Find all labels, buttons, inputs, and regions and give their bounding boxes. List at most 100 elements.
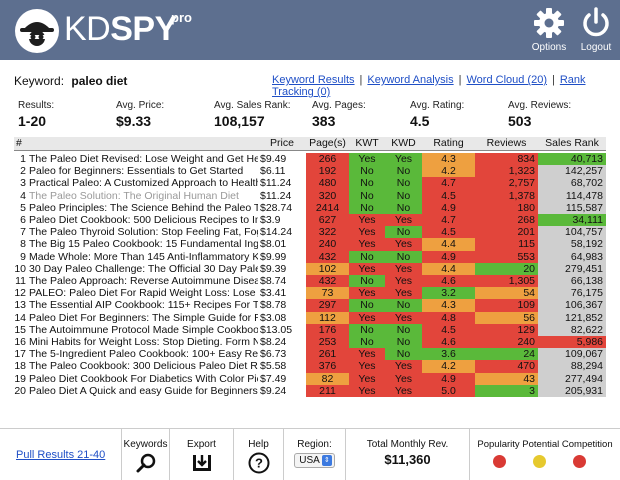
book-kwd: No	[385, 177, 422, 190]
book-title[interactable]: The Essential AIP Cookbook: 115+ Recipes…	[29, 299, 258, 312]
row-number: 11	[15, 275, 26, 288]
table-row[interactable]: 13 The Essential AIP Cookbook: 115+ Recip…	[14, 299, 606, 312]
book-reviews: 24	[475, 348, 538, 361]
book-rating: 4.4	[422, 262, 475, 276]
book-sales-rank: 142,257	[538, 165, 606, 178]
book-reviews: 43	[475, 372, 538, 385]
book-price: $28.74	[260, 201, 293, 214]
link-rank-tracking[interactable]: Rank Tracking (0)	[272, 74, 586, 98]
book-sales-rank: 104,757	[538, 226, 606, 239]
book-reviews: 268	[475, 214, 538, 227]
header-sales-rank[interactable]: Sales Rank	[538, 137, 606, 151]
book-title[interactable]: Practical Paleo: A Customized Approach t…	[29, 177, 258, 190]
header-pages[interactable]: Page(s)	[306, 137, 349, 151]
book-title[interactable]: Paleo Diet For Beginners: The Simple Gui…	[29, 311, 258, 324]
book-title[interactable]: Paleo Diet Cookbook: 500 Delicious Recip…	[29, 214, 258, 227]
potential-indicator	[533, 455, 546, 468]
logout-button[interactable]: Logout	[574, 6, 618, 53]
table-row[interactable]: 12 PALEO: Paleo Diet For Rapid Weight Los…	[14, 287, 606, 300]
header-reviews[interactable]: Reviews	[475, 137, 538, 151]
row-number: 1	[20, 153, 26, 165]
book-title[interactable]: PALEO: Paleo Diet For Rapid Weight Loss:…	[29, 287, 258, 300]
book-title[interactable]: The Paleo Thyroid Solution: Stop Feeling…	[29, 226, 258, 239]
book-title[interactable]: Paleo Diet Cookbook For Diabetics With C…	[29, 372, 258, 385]
stat-avg-reviews: Avg. Reviews: 503	[508, 100, 571, 129]
book-rating: 5.0	[422, 384, 475, 398]
book-sales-rank: 109,067	[538, 348, 606, 361]
row-number: 16	[14, 336, 26, 349]
stat-value: 383	[312, 113, 336, 129]
table-row[interactable]: 15 The Autoimmune Protocol Made Simple Co…	[14, 323, 606, 337]
table-row[interactable]: 7 The Paleo Thyroid Solution: Stop Feelin…	[14, 226, 606, 239]
table-row[interactable]: 6 Paleo Diet Cookbook: 500 Delicious Reci…	[14, 214, 606, 227]
table-row[interactable]: 2 Paleo for Beginners: Essentials to Get …	[14, 165, 606, 178]
region-select[interactable]: USA ⇕	[294, 453, 335, 469]
book-rating: 4.5	[422, 323, 475, 337]
table-row[interactable]: 5 Paleo Principles: The Science Behind th…	[14, 201, 606, 215]
book-title[interactable]: The Paleo Diet Revised: Lose Weight and …	[29, 153, 258, 165]
book-title[interactable]: The Paleo Approach: Reverse Autoimmune D…	[29, 275, 258, 288]
book-title[interactable]: The Paleo Solution: The Original Human D…	[29, 189, 239, 202]
book-title[interactable]: The Big 15 Paleo Cookbook: 15 Fundamenta…	[29, 238, 258, 251]
row-number: 19	[14, 372, 26, 385]
table-row[interactable]: 19 Paleo Diet Cookbook For Diabetics With…	[14, 372, 606, 385]
table-row[interactable]: 17 The 5-Ingredient Paleo Cookbook: 100+ …	[14, 348, 606, 361]
book-sales-rank: 279,451	[538, 262, 606, 276]
pull-results-link[interactable]: Pull Results 21-40	[16, 449, 106, 461]
book-sales-rank: 114,478	[538, 189, 606, 202]
row-number: 9	[20, 250, 26, 263]
book-pages: 432	[306, 250, 349, 263]
book-title[interactable]: Paleo for Beginners: Essentials to Get S…	[29, 165, 244, 178]
book-kwt: No	[349, 250, 385, 263]
keyword-value: paleo diet	[71, 74, 128, 88]
export-button[interactable]: Export	[170, 429, 234, 480]
book-title[interactable]: The Paleo Cookbook: 300 Delicious Paleo …	[29, 360, 258, 373]
book-sales-rank: 76,175	[538, 287, 606, 300]
help-button[interactable]: Help ?	[234, 429, 284, 480]
app-header: KDSPY pro Options Logout	[0, 0, 620, 60]
book-rating: 4.6	[422, 336, 475, 349]
link-word-cloud[interactable]: Word Cloud (20)	[466, 74, 547, 86]
stat-value: 1-20	[18, 113, 47, 129]
header-kwt[interactable]: KWT	[349, 137, 385, 151]
chevron-updown-icon: ⇕	[321, 455, 332, 466]
header-kwd[interactable]: KWD	[385, 137, 422, 151]
stat-avg-rating: Avg. Rating: 4.5	[410, 100, 464, 129]
book-pages: 297	[306, 299, 349, 312]
book-title[interactable]: Paleo Principles: The Science Behind the…	[29, 201, 258, 214]
competition-indicator	[573, 455, 586, 468]
link-keyword-results[interactable]: Keyword Results	[272, 74, 355, 86]
table-row[interactable]: 11 The Paleo Approach: Reverse Autoimmune…	[14, 275, 606, 288]
table-row[interactable]: 4 The Paleo Solution: The Original Human …	[14, 189, 606, 202]
book-title[interactable]: The 5-Ingredient Paleo Cookbook: 100+ Ea…	[29, 348, 258, 361]
link-keyword-analysis[interactable]: Keyword Analysis	[367, 74, 454, 86]
revenue-value: $11,360	[384, 452, 431, 467]
table-row[interactable]: 8 The Big 15 Paleo Cookbook: 15 Fundament…	[14, 238, 606, 251]
table-row[interactable]: 16 Mini Habits for Weight Loss: Stop Diet…	[14, 336, 606, 349]
book-reviews: 2,757	[475, 177, 538, 190]
book-rating: 4.9	[422, 250, 475, 263]
table-row[interactable]: 9 Made Whole: More Than 145 Anti-Inflamma…	[14, 250, 606, 263]
table-row[interactable]: 14 Paleo Diet For Beginners: The Simple G…	[14, 311, 606, 324]
header-number[interactable]: #	[14, 137, 258, 151]
book-title[interactable]: Made Whole: More Than 145 Anti-Inflammat…	[29, 250, 258, 263]
book-sales-rank: 121,852	[538, 311, 606, 324]
table-row[interactable]: 18 The Paleo Cookbook: 300 Delicious Pale…	[14, 360, 606, 373]
table-row[interactable]: 1 The Paleo Diet Revised: Lose Weight and…	[14, 153, 606, 166]
book-kwd: No	[385, 201, 422, 215]
table-row[interactable]: 3 Practical Paleo: A Customized Approach …	[14, 177, 606, 190]
book-title[interactable]: 30 Day Paleo Challenge: The Official 30 …	[29, 262, 258, 275]
book-title[interactable]: The Autoimmune Protocol Made Simple Cook…	[29, 323, 258, 336]
header-rating[interactable]: Rating	[422, 137, 475, 151]
keywords-button[interactable]: Keywords	[122, 429, 170, 480]
logout-label: Logout	[580, 42, 612, 53]
book-sales-rank: 115,587	[538, 201, 606, 215]
header-price[interactable]: Price	[258, 137, 306, 151]
book-title[interactable]: Paleo Diet A Quick and easy Guide for Be…	[29, 384, 258, 397]
book-sales-rank: 66,138	[538, 275, 606, 288]
table-row[interactable]: 20 Paleo Diet A Quick and easy Guide for …	[14, 384, 606, 398]
table-row[interactable]: 10 30 Day Paleo Challenge: The Official 3…	[14, 262, 606, 276]
book-title[interactable]: Mini Habits for Weight Loss: Stop Dietin…	[29, 336, 258, 349]
options-button[interactable]: Options	[527, 6, 571, 53]
book-pages: 627	[306, 214, 349, 227]
